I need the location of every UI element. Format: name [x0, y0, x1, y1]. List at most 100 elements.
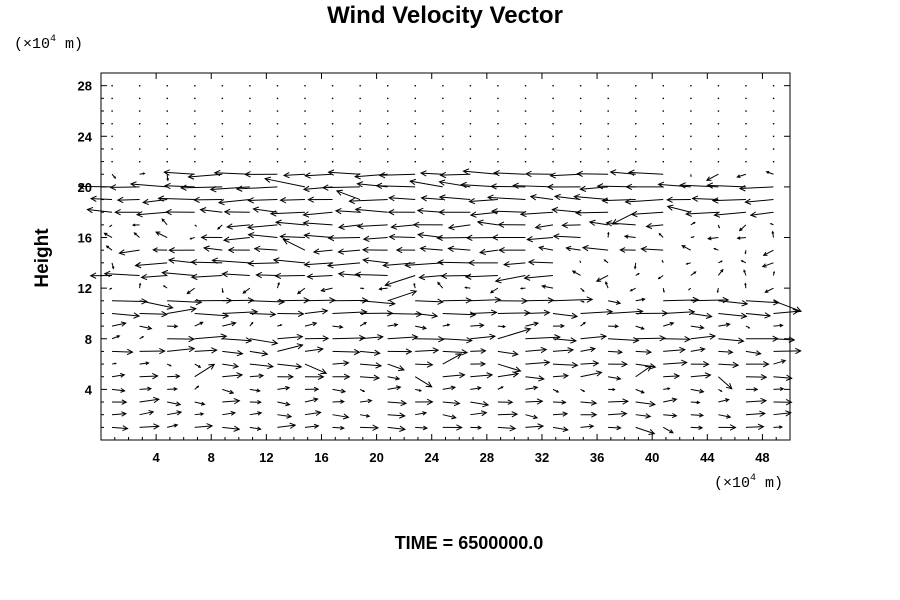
wind-vector-dot [662, 123, 665, 125]
wind-vector-shaft [580, 425, 594, 428]
wind-vector [658, 232, 664, 238]
wind-vector-head [627, 169, 635, 176]
wind-vector-shaft [745, 412, 765, 416]
wind-vector-shaft [421, 197, 443, 201]
wind-vector-dot [469, 97, 472, 100]
wind-vector [335, 189, 361, 201]
x-tick-label: 36 [590, 450, 604, 465]
wind-vector [442, 311, 477, 318]
wind-vector-head [312, 248, 320, 255]
wind-vector-dot [552, 110, 554, 112]
wind-vector-shaft [194, 349, 217, 352]
wind-vector-dot [662, 160, 665, 163]
wind-vector-shaft [580, 335, 607, 340]
wind-vector-head [648, 428, 656, 435]
wind-vector-shaft [690, 414, 704, 416]
wind-vector-head [285, 401, 291, 407]
wind-vector-dot [497, 97, 499, 100]
wind-vector [277, 422, 297, 429]
wind-vector [580, 321, 586, 327]
wind-vector-head [464, 286, 468, 289]
wind-vector-head [673, 373, 681, 380]
x-axis-ticks: 4 8 12 16 20 24 28 32 36 40 44 48 [114, 73, 777, 465]
wind-vector-shaft [494, 172, 526, 175]
wind-vector-dot [469, 135, 472, 138]
wind-vector-dot [138, 97, 141, 100]
wind-vector-dot [442, 97, 444, 100]
wind-vector [519, 287, 526, 290]
wind-vector [552, 296, 594, 303]
wind-vector-head [649, 400, 657, 407]
wind-vector [277, 324, 283, 327]
wind-vector [603, 259, 609, 264]
wind-vector [304, 363, 328, 375]
wind-vector-head [226, 223, 233, 230]
wind-vector-head [372, 424, 380, 431]
wind-vector [601, 197, 636, 204]
wind-vector [663, 296, 700, 304]
wind-vector [681, 245, 692, 251]
wind-vector-shaft [718, 376, 733, 390]
wind-vector-shaft [635, 365, 652, 378]
x-tick-label: 4 [153, 450, 161, 465]
wind-vector-shaft [415, 426, 427, 429]
wind-vector-dot [690, 85, 692, 87]
wind-vector [217, 198, 250, 206]
wind-vector [772, 85, 775, 87]
wind-vector-head [400, 399, 408, 407]
wind-vector-shaft [525, 376, 544, 380]
wind-vector-head [727, 349, 734, 355]
wind-vector-head [741, 300, 749, 307]
wind-vector [447, 223, 471, 231]
wind-vector-head [549, 172, 557, 179]
wind-vector-head [502, 324, 507, 329]
wind-vector [574, 209, 609, 216]
wind-vector [200, 234, 223, 241]
wind-vector-head [709, 333, 717, 340]
wind-vector [745, 312, 772, 319]
wind-vector [470, 386, 482, 391]
wind-vector-head [779, 425, 784, 429]
wind-vector-dot [607, 97, 609, 100]
wind-vector-shaft [635, 363, 656, 368]
wind-vector [765, 170, 774, 175]
wind-vector [690, 174, 692, 178]
wind-vector-dot [635, 97, 637, 100]
wind-vector-shaft [328, 171, 361, 175]
wind-vector [690, 123, 692, 125]
wind-vector-head [390, 223, 398, 230]
wind-vector-head [354, 206, 362, 214]
wind-vector-shaft [249, 426, 261, 430]
wind-vector-head [426, 361, 434, 368]
wind-vector-head [795, 347, 802, 355]
wind-vector-dot [579, 148, 582, 150]
wind-vector [163, 182, 195, 190]
wind-vector-dot [221, 148, 224, 150]
wind-vector-shaft [167, 411, 182, 416]
wind-vector-head [255, 271, 263, 279]
wind-vector [635, 365, 653, 378]
wind-vector [167, 306, 197, 314]
wind-vector-shaft [448, 247, 471, 251]
wind-vector-head [377, 334, 384, 341]
wind-vector-dot [524, 148, 527, 150]
wind-vector [222, 410, 237, 416]
wind-vector-dot [194, 160, 196, 163]
wind-vector [573, 193, 609, 201]
wind-vector [635, 426, 656, 435]
wind-vector-shaft [363, 237, 388, 240]
wind-vector-head [561, 399, 567, 405]
wind-vector-head [738, 185, 746, 192]
wind-vector-head [693, 221, 696, 225]
wind-vector-head [447, 245, 455, 252]
wind-vector-head [785, 374, 793, 381]
wind-vector [685, 262, 691, 265]
wind-vector-dot [469, 160, 472, 163]
wind-vector [497, 386, 504, 390]
wind-vector [387, 334, 419, 341]
wind-vector-shaft [360, 336, 383, 340]
wind-vector [167, 373, 181, 379]
wind-vector-head [152, 247, 158, 253]
wind-vector-head [151, 372, 159, 380]
wind-vector-shaft [442, 353, 462, 365]
